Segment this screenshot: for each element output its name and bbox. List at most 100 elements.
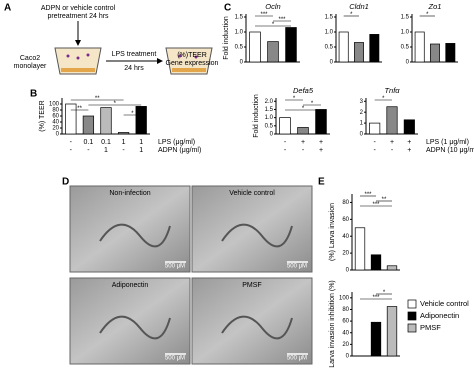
diagram-text: (%)TEER <box>177 52 207 59</box>
diagram-text: ADPN or vehicle control <box>41 5 116 12</box>
dot <box>86 53 90 57</box>
arrow-head <box>157 58 163 64</box>
dot <box>76 56 80 60</box>
significance: *** <box>278 17 286 23</box>
bar <box>445 43 456 63</box>
y-tick-label: 20 <box>342 342 349 348</box>
chart-title: Ocln <box>265 2 280 11</box>
x-row-label: - <box>87 147 90 154</box>
x-row-label: 1 <box>104 147 108 154</box>
x-row-label: + <box>319 147 323 154</box>
bar <box>82 115 95 135</box>
legend-label: Adiponectin <box>420 311 459 320</box>
y-tick-label: 1.0 <box>235 30 244 36</box>
bar <box>414 31 425 63</box>
bar <box>354 42 364 63</box>
y-tick-label: 0.5 <box>401 45 410 51</box>
significance: * <box>426 12 429 18</box>
x-row-name: LPS (1 μg/ml) <box>426 139 469 146</box>
significance: * <box>293 96 296 102</box>
bar <box>370 254 382 271</box>
larva <box>99 223 171 248</box>
well <box>54 47 102 75</box>
y-tick-label: 80 <box>52 108 59 114</box>
bar <box>403 119 415 135</box>
micrograph <box>191 185 313 273</box>
micrograph-label: Vehicle control <box>229 190 275 197</box>
x-row-label: - <box>284 147 287 154</box>
x-row-label: + <box>319 139 323 146</box>
x-row-label: 1 <box>139 139 143 146</box>
y-axis-label: Fold induction <box>253 94 260 138</box>
bar <box>135 106 147 135</box>
y-axis-label: Larva invasion inhibition (%) <box>329 280 336 368</box>
chart-title: Zo1 <box>428 2 442 11</box>
micrograph <box>69 185 191 273</box>
x-row-label: - <box>70 139 73 146</box>
bar <box>267 41 279 63</box>
y-tick-label: 60 <box>52 114 59 120</box>
y-tick-label: 0 <box>360 132 364 138</box>
x-row-name: ADPN (μg/ml) <box>158 147 201 154</box>
y-tick-label: 2.0 <box>265 99 274 105</box>
bar <box>386 265 398 271</box>
x-row-label: + <box>390 139 394 146</box>
diagram-text: LPS treatment <box>112 51 157 58</box>
significance: * <box>350 12 353 18</box>
dot <box>66 54 70 58</box>
x-row-label: - <box>284 139 287 146</box>
y-tick-label: 1.5 <box>401 15 410 21</box>
bar <box>386 306 398 357</box>
diagram: ADPN or vehicle control pretreatment 24 … <box>14 5 219 75</box>
bar <box>386 106 398 135</box>
significance: * <box>383 290 386 296</box>
legend-swatch <box>407 311 417 321</box>
micrograph-label: Adiponectin <box>112 282 149 289</box>
larva <box>221 223 293 248</box>
monolayer <box>61 68 95 72</box>
y-tick-label: 1.5 <box>325 15 334 21</box>
y-tick-label: 40 <box>52 120 59 126</box>
micrograph-label: Non-infection <box>109 190 150 197</box>
legend-swatch <box>407 299 417 309</box>
dot <box>178 54 182 58</box>
significance: * <box>114 101 117 107</box>
y-tick-label: 60 <box>342 319 349 325</box>
y-tick-label: 0 <box>346 268 350 274</box>
significance: *** <box>372 202 380 208</box>
significance: ** <box>382 197 387 203</box>
bar <box>65 103 77 135</box>
y-axis-label: Fold induction <box>223 16 230 60</box>
scale-label: 500 μM <box>165 264 185 270</box>
y-tick-label: 100 <box>339 295 350 301</box>
chart-title: Defa5 <box>293 86 314 95</box>
bar <box>354 227 366 271</box>
y-tick-label: 60 <box>342 217 349 223</box>
bar <box>338 31 349 63</box>
micrograph-label: PMSF <box>242 282 261 289</box>
legend-label: Vehicle control <box>420 299 469 308</box>
significance: ** <box>95 96 100 102</box>
x-row-label: - <box>373 139 376 146</box>
panel-label: C <box>224 3 231 14</box>
panel-label: E <box>318 177 325 188</box>
y-tick-label: 80 <box>342 307 349 313</box>
x-row-label: - <box>302 147 305 154</box>
significance: * <box>311 101 314 107</box>
significance: * <box>272 22 275 28</box>
y-axis-label: (%) Larva invasion <box>329 203 336 261</box>
bar <box>117 132 130 135</box>
diagram-text: pretreatment 24 hrs <box>47 13 109 20</box>
bar <box>370 321 382 357</box>
monolayer <box>172 68 206 72</box>
micrograph <box>191 277 313 365</box>
bar <box>369 122 381 135</box>
y-tick-label: 0.5 <box>265 123 274 129</box>
x-row-label: - <box>373 147 376 154</box>
scale-label: 500 μM <box>287 356 307 362</box>
bar <box>249 31 261 63</box>
y-tick-label: 80 <box>342 200 349 206</box>
larva <box>221 315 293 340</box>
bar <box>297 127 309 135</box>
